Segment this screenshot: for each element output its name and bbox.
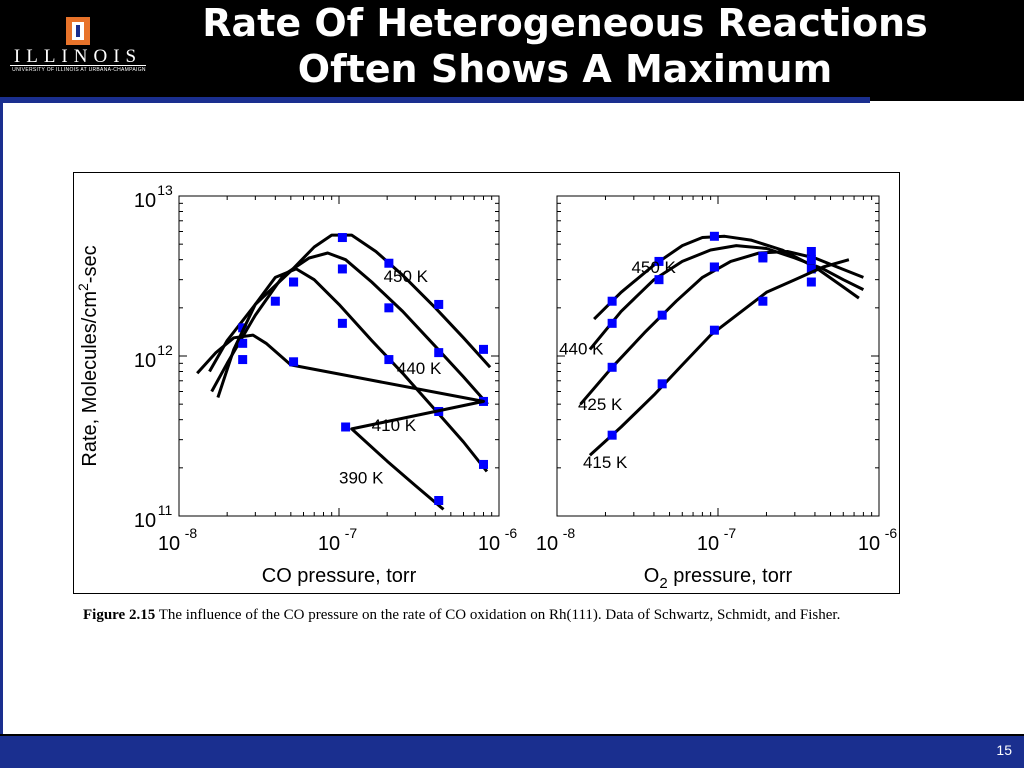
data-point xyxy=(657,379,667,389)
illinois-logo: ILLINOIS UNIVERSITY OF ILLINOIS AT URBAN… xyxy=(0,0,160,80)
data-point xyxy=(337,233,347,243)
series-label: 440 K xyxy=(559,340,604,359)
data-point xyxy=(337,318,347,328)
data-point xyxy=(434,299,444,309)
x-axis-label: CO pressure, torr xyxy=(262,565,417,587)
data-point xyxy=(337,264,347,274)
data-point xyxy=(806,264,816,274)
data-point xyxy=(434,348,444,358)
data-point xyxy=(654,256,664,266)
logo-subtext: UNIVERSITY OF ILLINOIS AT URBANA-CHAMPAI… xyxy=(12,67,146,73)
data-point xyxy=(270,296,280,306)
y-tick-exponent: 13 xyxy=(157,182,173,198)
series-label: 410 K xyxy=(372,416,417,435)
series-curve xyxy=(593,234,860,321)
x-tick-label: 10 xyxy=(536,533,558,555)
data-point xyxy=(384,355,394,365)
x-tick-label: 10 xyxy=(478,533,500,555)
logo-wordmark: ILLINOIS xyxy=(13,46,143,67)
data-point xyxy=(607,362,617,372)
header-rule xyxy=(0,97,870,103)
data-point xyxy=(289,277,299,287)
data-point xyxy=(654,275,664,285)
data-point xyxy=(238,338,248,348)
x-tick-exponent: -7 xyxy=(345,525,358,541)
y-tick-exponent: 11 xyxy=(158,502,173,518)
y-tick-label: 10 xyxy=(134,510,156,532)
series-label: 440 K xyxy=(397,359,442,378)
data-point xyxy=(384,258,394,268)
series-curve xyxy=(216,267,489,473)
data-point xyxy=(806,255,816,265)
block-i-icon xyxy=(66,17,90,45)
x-tick-exponent: -6 xyxy=(885,525,898,541)
slide-header xyxy=(0,0,1024,101)
page-number: 15 xyxy=(996,742,1012,758)
x-tick-exponent: -6 xyxy=(505,525,518,541)
y-axis-label: Rate, Molecules/cm2-sec xyxy=(75,245,101,466)
data-point xyxy=(709,231,719,241)
data-point xyxy=(434,495,444,505)
data-point xyxy=(384,303,394,313)
data-point xyxy=(806,246,816,256)
y-tick-exponent: 12 xyxy=(157,342,173,358)
slide-footer xyxy=(0,736,1024,768)
series-label: 390 K xyxy=(339,468,384,487)
data-point xyxy=(607,296,617,306)
series-label: 450 K xyxy=(631,258,676,277)
panel-o2-pressure: 10 -8 10 -7 10 -6 O2 pressure, torr 450 K 440 K 4… xyxy=(536,195,898,592)
x-tick-label: 10 xyxy=(858,533,880,555)
series-curve xyxy=(579,250,864,406)
caption-text: The influence of the CO pressure on the … xyxy=(155,607,841,623)
series-curve xyxy=(588,244,865,351)
figure-box: 10 -8 10 -7 10 -6 10 11 10 12 10 13 CO pressure, tor… xyxy=(73,172,900,594)
x-tick-exponent: -8 xyxy=(563,525,576,541)
data-point xyxy=(607,318,617,328)
series-curve xyxy=(588,258,850,457)
series-label: 415 K xyxy=(583,453,628,472)
series-curve xyxy=(210,251,489,406)
title-line-1: Rate Of Heterogeneous Reactions xyxy=(202,1,928,45)
figure-caption: Figure 2.15 The influence of the CO pres… xyxy=(83,605,873,626)
title-line-2: Often Shows A Maximum xyxy=(297,47,833,91)
data-point xyxy=(478,459,488,469)
data-point xyxy=(478,344,488,354)
x-tick-label: 10 xyxy=(697,533,719,555)
x-tick-exponent: -8 xyxy=(185,525,198,541)
data-point xyxy=(657,310,667,320)
caption-label: Figure 2.15 xyxy=(83,607,156,623)
x-tick-exponent: -7 xyxy=(724,525,737,541)
data-point xyxy=(806,277,816,287)
x-tick-label: 10 xyxy=(318,533,340,555)
left-frame-bar xyxy=(0,101,3,734)
data-point xyxy=(758,251,768,261)
y-tick-label: 10 xyxy=(134,190,156,212)
data-point xyxy=(341,422,351,432)
data-point xyxy=(238,355,248,365)
series-label: 425 K xyxy=(578,395,623,414)
data-point xyxy=(709,262,719,272)
data-point xyxy=(607,430,617,440)
series-label: 450 K xyxy=(384,267,429,286)
data-point xyxy=(709,325,719,335)
x-axis-label: O2 pressure, torr xyxy=(644,565,793,592)
data-point xyxy=(289,357,299,367)
y-tick-label: 10 xyxy=(134,350,156,372)
series-curve xyxy=(208,233,492,373)
slide-title: Rate Of Heterogeneous Reactions Often Sh… xyxy=(160,0,970,92)
data-point xyxy=(758,296,768,306)
x-tick-label: 10 xyxy=(158,533,180,555)
